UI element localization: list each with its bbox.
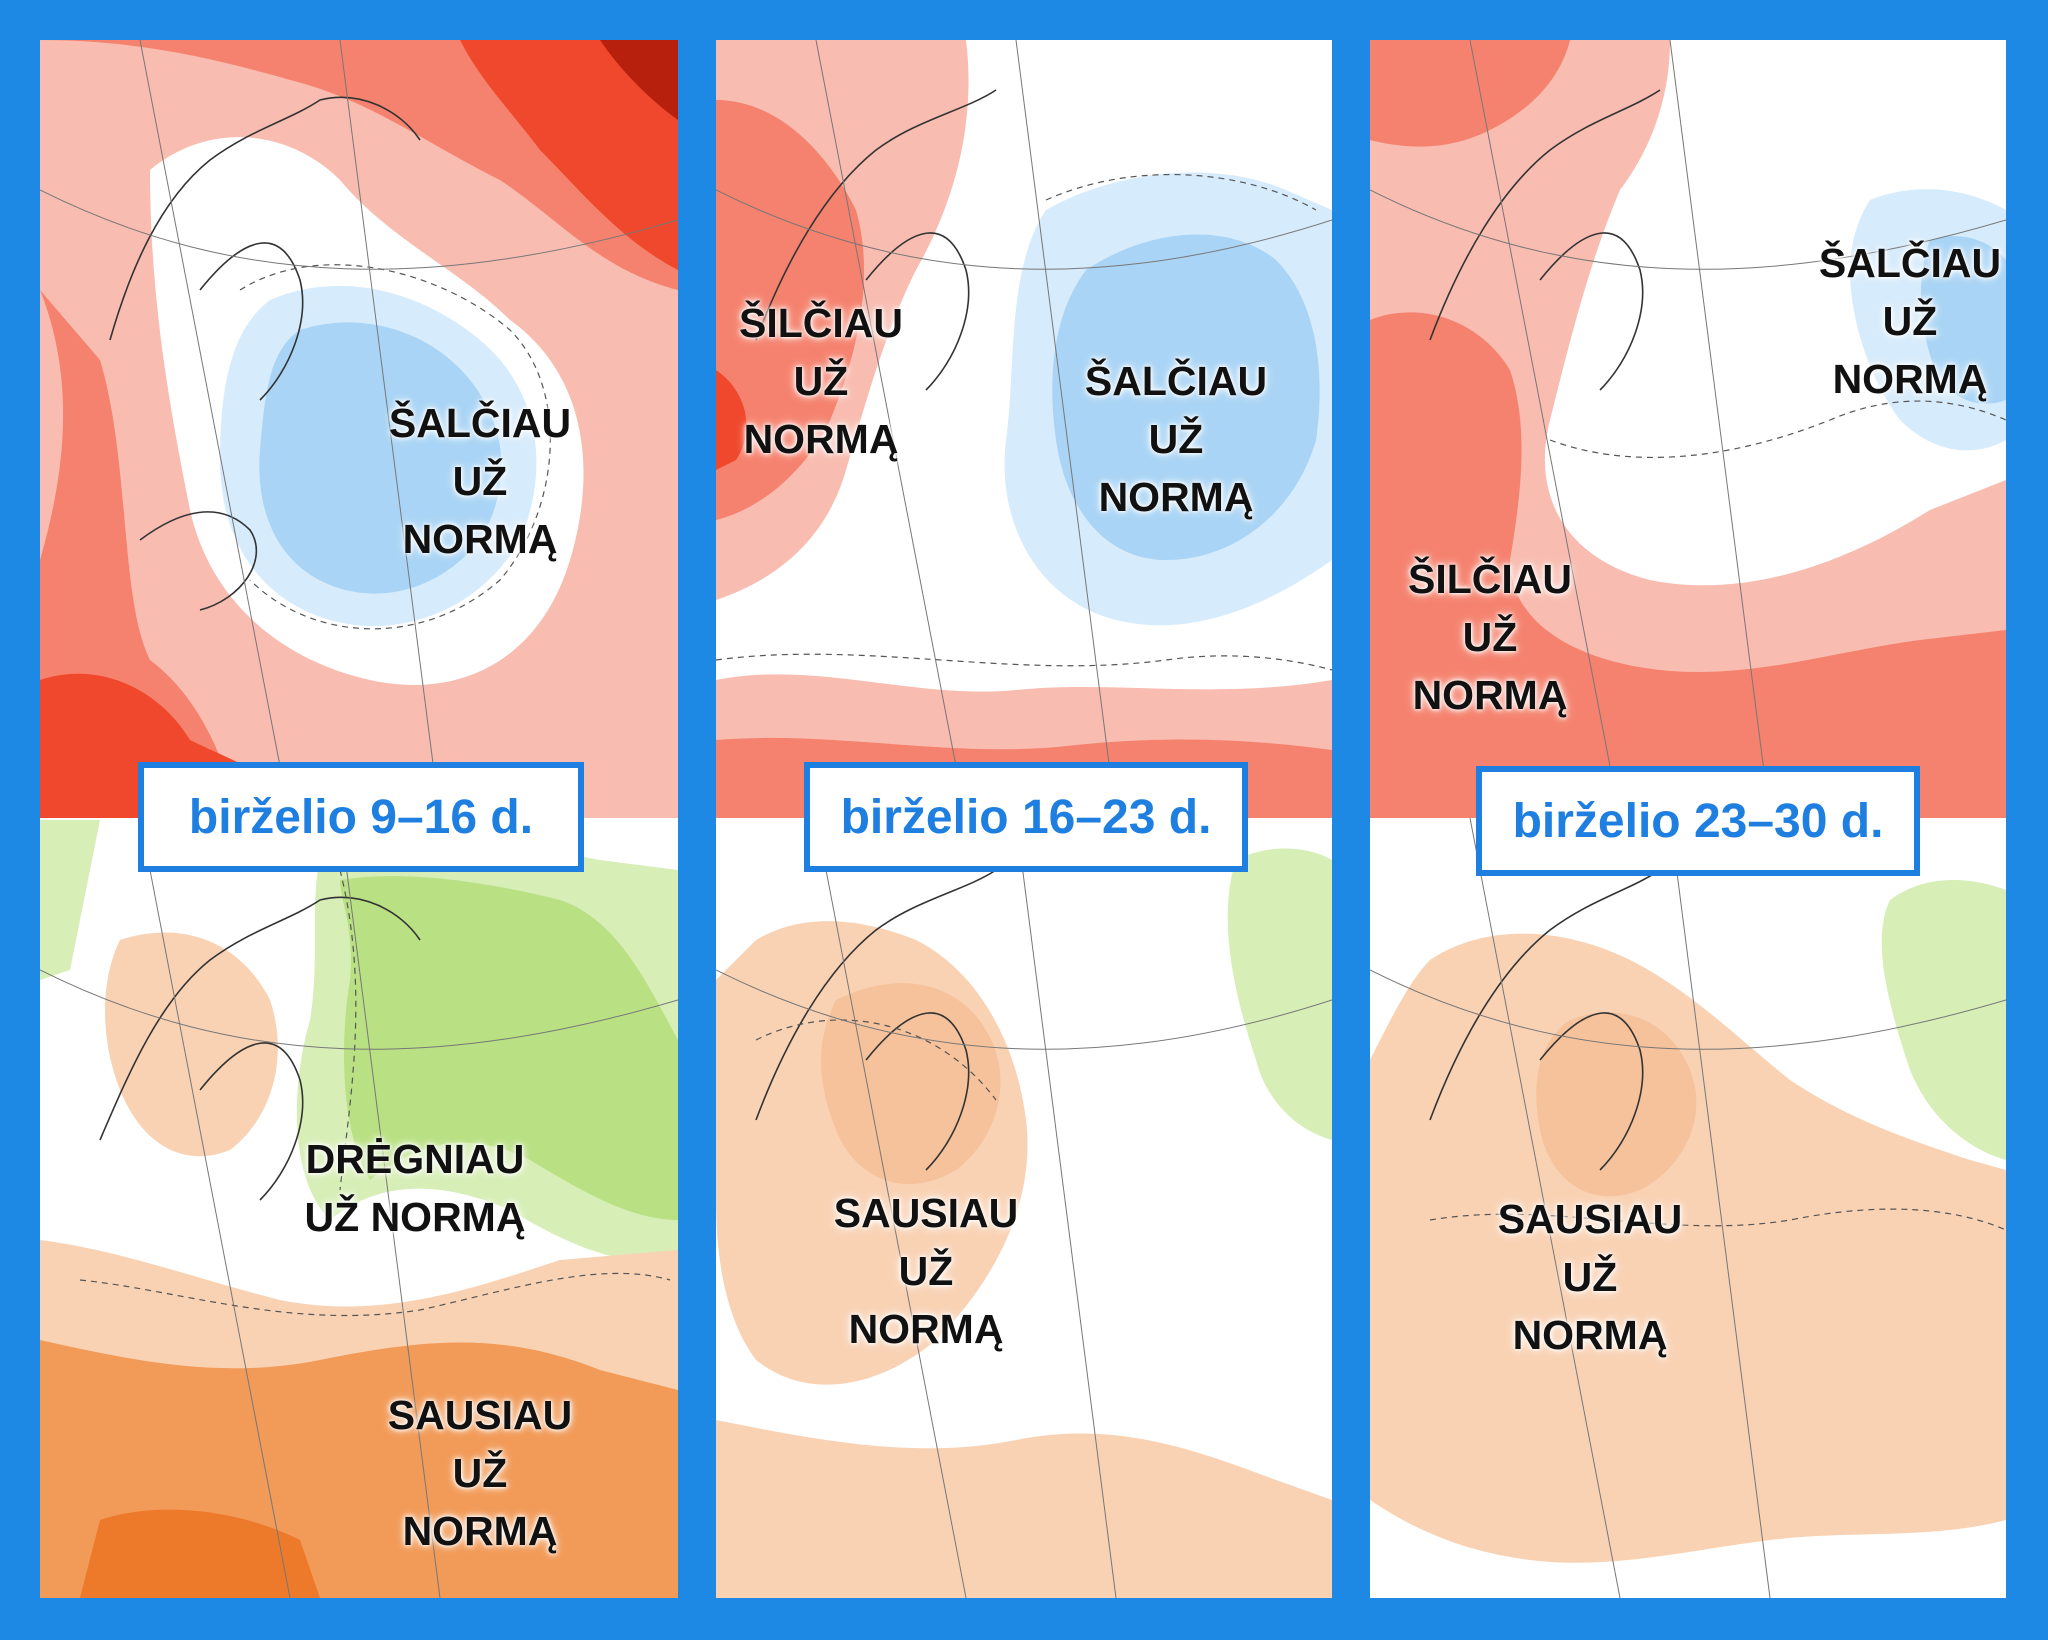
wet-anomaly-west xyxy=(40,820,100,980)
label-line: UŽ xyxy=(452,1450,508,1496)
graticule xyxy=(1370,40,2006,1598)
label-line: UŽ xyxy=(793,358,849,404)
temperature-label-colder: ŠALČIAU UŽ NORMĄ xyxy=(1810,234,2006,408)
graticule xyxy=(716,40,1332,1598)
label-line: NORMĄ xyxy=(402,1508,558,1554)
label-line: NORMĄ xyxy=(1832,356,1988,402)
label-line: UŽ NORMĄ xyxy=(304,1194,526,1240)
dashed-contours xyxy=(716,173,1332,1101)
date-label-week-3: birželio 23–30 d. xyxy=(1476,766,1920,876)
precipitation-label-drier: SAUSIAU UŽ NORMĄ xyxy=(350,1386,610,1560)
dry-anomaly-core xyxy=(821,983,1001,1185)
label-line: NORMĄ xyxy=(1412,672,1568,718)
wet-anomaly-area xyxy=(1227,848,1332,1140)
map-week-1 xyxy=(40,40,678,1598)
date-label-week-1: birželio 9–16 d. xyxy=(138,762,584,872)
temperature-label-warmer: ŠILČIAU UŽ NORMĄ xyxy=(716,294,926,468)
label-line: UŽ xyxy=(1462,614,1518,660)
warm-anomaly-north xyxy=(1370,40,1570,147)
label-line: ŠALČIAU xyxy=(388,400,572,446)
label-line: NORMĄ xyxy=(1098,474,1254,520)
label-line: NORMĄ xyxy=(743,416,899,462)
precipitation-label-drier: SAUSIAU UŽ NORMĄ xyxy=(806,1184,1046,1358)
label-line: UŽ xyxy=(898,1248,954,1294)
coastlines xyxy=(99,96,421,1201)
date-label-week-2: birželio 16–23 d. xyxy=(804,762,1248,872)
wet-anomaly-area xyxy=(340,876,678,1220)
warm-anomaly-area xyxy=(716,100,865,520)
coastlines xyxy=(1429,89,1661,1171)
label-line: NORMĄ xyxy=(402,516,558,562)
dry-anomaly-core xyxy=(1536,1012,1697,1197)
strong-warm-anomaly-area xyxy=(460,40,678,270)
temperature-label-colder: ŠALČIAU UŽ NORMĄ xyxy=(1056,352,1296,526)
label-line: ŠALČIAU xyxy=(1818,240,2002,286)
precipitation-label-drier: SAUSIAU UŽ NORMĄ xyxy=(1470,1190,1710,1364)
panel-week-1: ŠALČIAU UŽ NORMĄ DRĖGNIAU UŽ NORMĄ SAUSI… xyxy=(40,40,678,1598)
temperature-label-colder: ŠALČIAU UŽ NORMĄ xyxy=(350,394,610,568)
map-week-3 xyxy=(1370,40,2006,1598)
label-line: SAUSIAU xyxy=(387,1392,573,1438)
label-line: ŠILČIAU xyxy=(739,300,903,346)
warm-anomaly-area xyxy=(1370,312,2006,818)
precipitation-label-wetter: DRĖGNIAU UŽ NORMĄ xyxy=(260,1130,570,1246)
label-line: SAUSIAU xyxy=(833,1190,1019,1236)
label-line: UŽ xyxy=(1882,298,1938,344)
label-line: UŽ xyxy=(1562,1254,1618,1300)
cold-anomaly-area xyxy=(1920,236,2006,404)
very-strong-warm-anomaly-area xyxy=(600,40,678,120)
dry-anomaly-area xyxy=(1370,933,2006,1563)
cold-anomaly-area xyxy=(1052,234,1320,561)
label-line: UŽ xyxy=(1148,416,1204,462)
strong-dry-anomaly-area xyxy=(80,1509,320,1598)
dry-anomaly-scandinavia xyxy=(105,932,278,1157)
temperature-label-warmer: ŠILČIAU UŽ NORMĄ xyxy=(1380,550,1600,724)
label-line: NORMĄ xyxy=(848,1306,1004,1352)
label-line: ŠILČIAU xyxy=(1408,556,1572,602)
label-line: UŽ xyxy=(452,458,508,504)
label-line: SAUSIAU xyxy=(1497,1196,1683,1242)
graticule xyxy=(40,40,678,1598)
panel-week-3: ŠALČIAU UŽ NORMĄ ŠILČIAU UŽ NORMĄ SAUSIA… xyxy=(1370,40,2006,1598)
dry-anomaly-south xyxy=(716,1420,1332,1598)
label-line: NORMĄ xyxy=(1512,1312,1668,1358)
wet-anomaly-area xyxy=(1881,880,2006,1160)
strong-warm-anomaly-area xyxy=(716,370,747,470)
label-line: ŠALČIAU xyxy=(1084,358,1268,404)
coastlines xyxy=(755,89,997,1171)
cold-anomaly-area xyxy=(259,322,502,594)
dashed-contours xyxy=(1429,400,2006,1231)
label-line: DRĖGNIAU xyxy=(305,1136,525,1182)
